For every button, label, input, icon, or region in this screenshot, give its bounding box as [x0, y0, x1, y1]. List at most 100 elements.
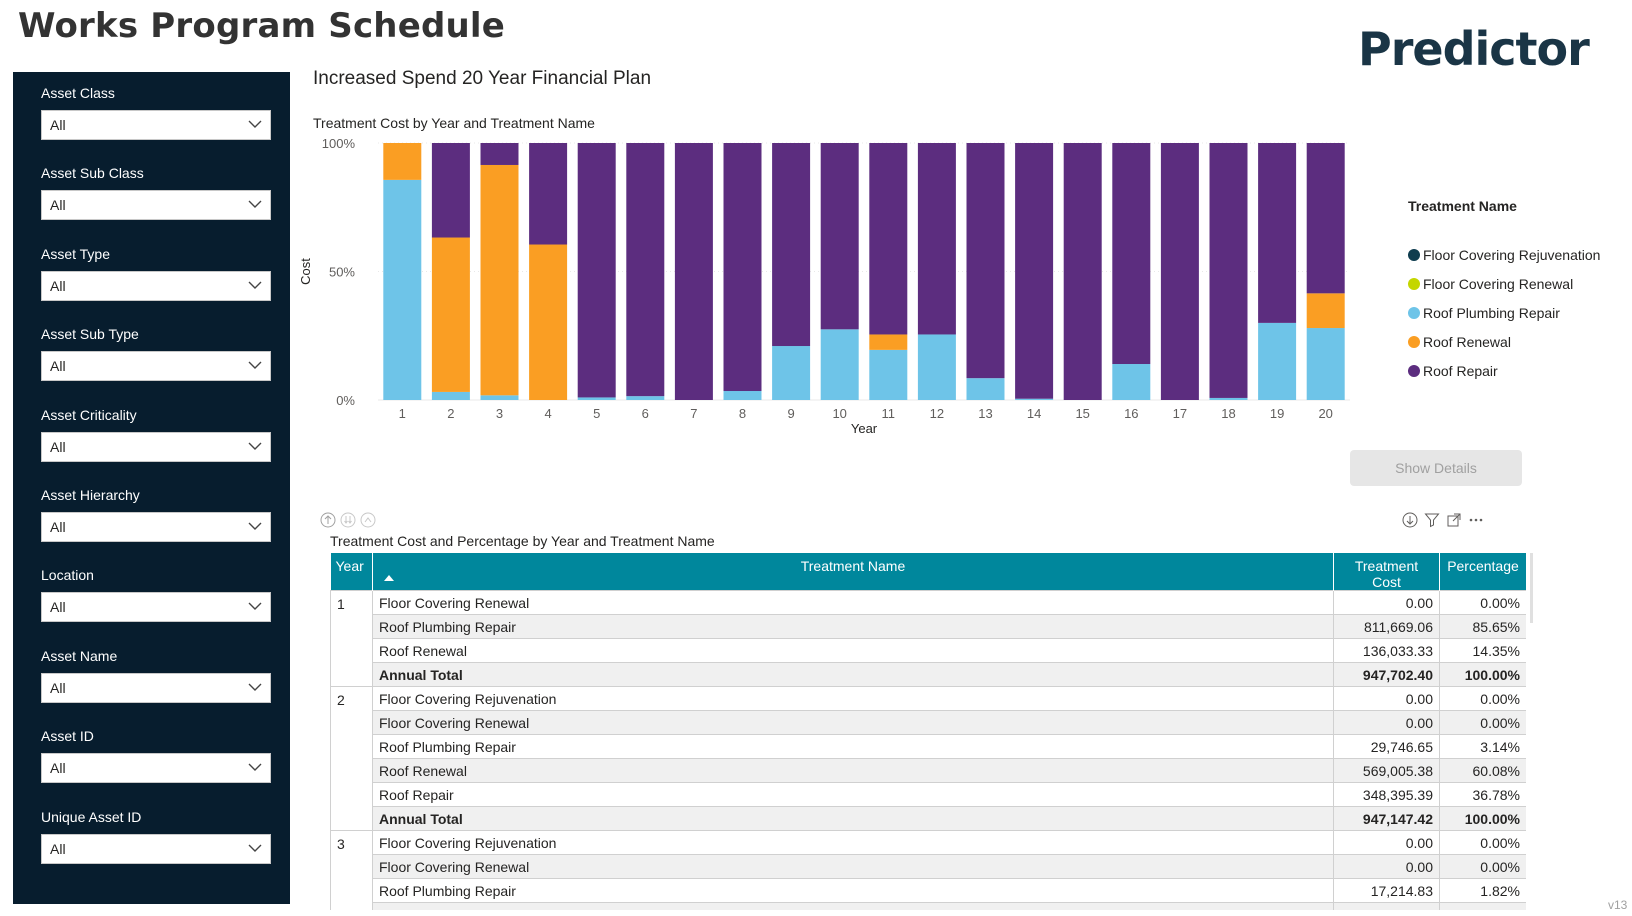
- drill-down-icon[interactable]: [1402, 512, 1418, 528]
- dropdown-value: All: [50, 438, 66, 455]
- legend-item[interactable]: Roof Plumbing Repair: [1408, 298, 1628, 327]
- drill-down-level-icon[interactable]: [340, 512, 356, 528]
- filter-label: Asset Class: [41, 85, 115, 101]
- bar-segment: [626, 396, 665, 400]
- treatment-cost-cell: 947,147.42: [1333, 806, 1440, 831]
- filter-asset-hierarchy: Asset Hierarchy All: [41, 484, 271, 542]
- treatment-name-cell: Floor Covering Renewal: [372, 710, 1334, 735]
- bar-segment: [1112, 143, 1151, 365]
- drill-up-icon[interactable]: [320, 512, 336, 528]
- treatment-name-cell: Annual Total: [372, 806, 1334, 831]
- chart-legend: Treatment Name Floor Covering Rejuvenati…: [1408, 198, 1628, 385]
- filter-asset-type: Asset Type All: [41, 243, 271, 301]
- annual-total-row: Annual Total 947,147.42 100.00%: [331, 806, 1526, 831]
- column-header-percentage[interactable]: Percentage: [1439, 553, 1526, 591]
- x-tick-label: 3: [496, 406, 503, 421]
- percentage-cell: 89.63%: [1439, 902, 1526, 910]
- legend-item[interactable]: Floor Covering Rejuvenation: [1408, 240, 1628, 269]
- bar-segment: [480, 143, 519, 165]
- percentage-cell: 0.00%: [1439, 686, 1526, 711]
- asset-id-dropdown[interactable]: All: [41, 753, 271, 784]
- y-tick-label: 0%: [336, 393, 355, 408]
- filter-asset-criticality: Asset Criticality All: [41, 404, 271, 462]
- location-dropdown[interactable]: All: [41, 592, 271, 623]
- filter-location: Location All: [41, 564, 271, 623]
- legend-color-dot: [1408, 306, 1420, 319]
- bar-segment: [966, 143, 1005, 379]
- treatment-cost-cell: 569,005.38: [1333, 758, 1440, 783]
- bar-segment: [1258, 143, 1297, 323]
- treatment-cost-cell: 17,214.83: [1333, 878, 1440, 903]
- show-details-button[interactable]: Show Details: [1350, 450, 1522, 486]
- asset-class-dropdown[interactable]: All: [41, 110, 271, 140]
- annual-total-row: Annual Total 947,702.40 100.00%: [331, 662, 1526, 687]
- column-header-year[interactable]: Year: [330, 553, 373, 591]
- unique-asset-id-dropdown[interactable]: All: [41, 833, 271, 864]
- bar-segment: [1015, 143, 1054, 399]
- treatment-name-cell: Roof Renewal: [372, 638, 1334, 663]
- x-tick-label: 17: [1173, 406, 1187, 421]
- version-label: v13: [1608, 898, 1628, 912]
- filter-asset-name: Asset Name All: [41, 645, 271, 703]
- legend-label: Floor Covering Rejuvenation: [1423, 246, 1601, 263]
- predictor-logo: Predictor: [1358, 22, 1590, 76]
- table-row: Roof Repair 348,395.39 36.78%: [331, 782, 1526, 807]
- bar-segment: [1306, 143, 1345, 294]
- bar-segment: [966, 378, 1005, 400]
- year-cell[interactable]: 2: [330, 686, 373, 831]
- percentage-cell: 60.08%: [1439, 758, 1526, 783]
- dropdown-value: All: [50, 197, 66, 214]
- chevron-down-icon: [248, 844, 262, 852]
- bar-segment: [869, 334, 908, 350]
- treatment-name-cell: Roof Repair: [372, 782, 1334, 807]
- asset-hierarchy-dropdown[interactable]: All: [41, 512, 271, 542]
- treatment-name-cell: Floor Covering Rejuvenation: [372, 686, 1334, 711]
- legend-item[interactable]: Roof Renewal: [1408, 327, 1628, 356]
- x-tick-label: 10: [832, 406, 846, 421]
- filter-label: Asset Hierarchy: [41, 487, 140, 503]
- asset-sub-type-dropdown[interactable]: All: [41, 351, 271, 382]
- percentage-cell: 0.00%: [1439, 710, 1526, 735]
- dropdown-value: All: [50, 277, 66, 294]
- asset-type-dropdown[interactable]: All: [41, 270, 271, 301]
- legend-item[interactable]: Floor Covering Renewal: [1408, 269, 1628, 298]
- treatment-cost-cell: 29,746.65: [1333, 734, 1440, 759]
- year-cell[interactable]: 1: [330, 590, 373, 687]
- expand-all-icon[interactable]: [360, 512, 376, 528]
- filter-label: Asset Sub Type: [41, 326, 139, 343]
- filter-label: Asset Sub Class: [41, 165, 144, 182]
- column-header-treatment-name[interactable]: Treatment Name: [372, 553, 1334, 591]
- percentage-cell: 100.00%: [1439, 806, 1526, 831]
- legend-item[interactable]: Roof Repair: [1408, 356, 1628, 385]
- x-tick-label: 14: [1027, 406, 1041, 421]
- more-options-icon[interactable]: [1468, 512, 1484, 528]
- table-title: Treatment Cost and Percentage by Year an…: [330, 533, 715, 549]
- year-cell[interactable]: 3: [330, 830, 373, 910]
- dropdown-value: All: [50, 117, 66, 133]
- table-row: Roof Renewal 136,033.33 14.35%: [331, 638, 1526, 663]
- table-row: 1 Floor Covering Renewal 0.00 0.00%: [330, 590, 1526, 687]
- bar-segment: [1209, 143, 1248, 398]
- bar-segment: [820, 329, 859, 400]
- asset-criticality-dropdown[interactable]: All: [41, 431, 271, 462]
- asset-sub-class-dropdown[interactable]: All: [41, 190, 271, 221]
- bar-segment: [1112, 364, 1151, 400]
- bar-segment: [1306, 328, 1345, 400]
- legend-color-dot: [1408, 248, 1420, 261]
- dropdown-value: All: [50, 679, 66, 696]
- chevron-down-icon: [248, 281, 262, 289]
- x-tick-label: 6: [642, 406, 649, 421]
- focus-mode-icon[interactable]: [1446, 512, 1462, 528]
- x-tick-label: 7: [690, 406, 697, 421]
- x-tick-label: 5: [593, 406, 600, 421]
- filter-icon[interactable]: [1424, 512, 1440, 528]
- column-header-treatment-cost[interactable]: Treatment Cost: [1333, 553, 1440, 591]
- treatment-name-cell: Floor Covering Renewal: [372, 854, 1334, 879]
- filter-asset-sub-class: Asset Sub Class All: [41, 162, 271, 221]
- table-scrollbar[interactable]: [1530, 553, 1533, 623]
- bar-segment: [383, 143, 422, 180]
- legend-title: Treatment Name: [1408, 198, 1517, 214]
- legend-label: Roof Plumbing Repair: [1423, 304, 1560, 321]
- filter-label: Asset Type: [41, 245, 111, 262]
- asset-name-dropdown[interactable]: All: [41, 672, 271, 703]
